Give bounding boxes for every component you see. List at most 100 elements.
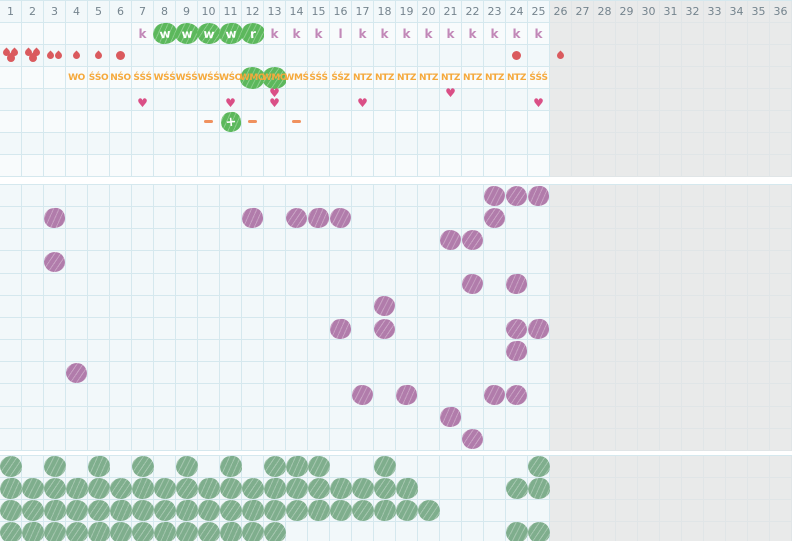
cell[interactable] (396, 317, 418, 341)
mucus-cell[interactable]: NTZ (418, 67, 440, 89)
cell[interactable] (110, 207, 132, 230)
cell[interactable] (374, 406, 396, 429)
spare-cell[interactable] (22, 155, 44, 177)
cell[interactable] (66, 428, 88, 451)
cell[interactable] (88, 251, 110, 274)
intercourse-cell[interactable] (484, 89, 506, 111)
cell[interactable] (308, 428, 330, 451)
cell[interactable] (220, 340, 242, 363)
cell[interactable] (308, 317, 330, 341)
cell[interactable] (220, 428, 242, 451)
cell[interactable] (66, 273, 88, 296)
intercourse-cell[interactable]: ♥ (528, 89, 550, 111)
mucus-cell[interactable]: WO (66, 67, 88, 89)
cell[interactable] (110, 229, 132, 252)
cell[interactable] (66, 340, 88, 363)
cell[interactable] (132, 251, 154, 274)
spare-cell[interactable] (396, 133, 418, 155)
cell[interactable] (242, 251, 264, 274)
cell[interactable] (528, 406, 550, 429)
cell[interactable] (504, 521, 529, 541)
cell[interactable] (352, 406, 374, 429)
cell[interactable] (44, 428, 66, 451)
note-cell[interactable] (528, 111, 550, 133)
cell[interactable] (241, 206, 264, 230)
cell[interactable] (196, 476, 221, 501)
fertility-cell[interactable] (506, 456, 528, 478)
temperature-cell[interactable] (176, 185, 198, 208)
mucus-cell[interactable]: ŚŚO (88, 67, 110, 89)
mucus-cell[interactable]: NTZ (352, 67, 374, 89)
cell[interactable] (152, 477, 177, 500)
day-number-cell[interactable]: 2 (22, 1, 44, 23)
cell[interactable] (528, 384, 550, 407)
cell[interactable] (43, 251, 66, 274)
fertility-cell[interactable] (174, 455, 199, 478)
cell[interactable] (0, 207, 22, 230)
cell[interactable] (461, 229, 484, 252)
intercourse-cell[interactable] (418, 89, 440, 111)
cell[interactable] (462, 522, 484, 541)
temperature-cell[interactable] (88, 185, 110, 208)
intercourse-cell[interactable] (374, 89, 396, 111)
bleeding-cell[interactable] (418, 45, 440, 67)
bleeding-cell[interactable] (198, 45, 220, 67)
day-number-cell[interactable]: 21 (440, 1, 462, 23)
intercourse-cell[interactable] (44, 89, 66, 111)
temperature-cell[interactable] (220, 185, 242, 208)
spare-cell[interactable] (154, 133, 176, 155)
cell[interactable] (220, 229, 242, 252)
cell[interactable] (132, 362, 154, 385)
cell[interactable] (220, 273, 242, 296)
cell[interactable] (22, 362, 44, 385)
intercourse-cell[interactable] (66, 89, 88, 111)
spare-cell[interactable] (396, 155, 418, 177)
cell[interactable] (330, 362, 352, 385)
spare-cell[interactable] (66, 155, 88, 177)
cell[interactable] (220, 251, 242, 274)
cell[interactable] (264, 229, 286, 252)
note-cell[interactable] (22, 111, 44, 133)
spare-cell[interactable] (0, 133, 22, 155)
cell[interactable] (176, 207, 198, 230)
bleeding-cell[interactable] (88, 45, 110, 67)
cell[interactable] (527, 317, 550, 341)
cell[interactable] (372, 498, 397, 523)
cell[interactable] (328, 476, 353, 501)
cell[interactable] (44, 340, 66, 363)
cell[interactable] (374, 251, 396, 274)
cell[interactable] (174, 477, 199, 500)
cell[interactable] (198, 229, 220, 252)
day-number-cell[interactable]: 3 (44, 1, 66, 23)
intercourse-cell[interactable] (506, 89, 528, 111)
cell[interactable] (88, 406, 110, 429)
phase-cell[interactable] (0, 23, 22, 45)
cell[interactable] (394, 499, 419, 522)
mucus-cell[interactable]: NTZ (440, 67, 462, 89)
spare-cell[interactable] (330, 133, 352, 155)
cell[interactable] (130, 521, 155, 541)
cell[interactable] (462, 207, 484, 230)
cell[interactable] (130, 499, 155, 522)
phase-cell[interactable]: k (286, 23, 308, 45)
cell[interactable] (242, 406, 264, 429)
bleeding-cell[interactable] (0, 45, 22, 67)
cell[interactable] (44, 229, 66, 252)
spare-cell[interactable] (506, 155, 528, 177)
cell[interactable] (64, 476, 89, 501)
cell[interactable] (20, 477, 45, 500)
cell[interactable] (374, 362, 396, 385)
cell[interactable] (396, 295, 418, 318)
day-number-cell[interactable]: 20 (418, 1, 440, 23)
cell[interactable] (110, 340, 132, 363)
cell[interactable] (198, 295, 220, 318)
cell[interactable] (154, 295, 176, 318)
mucus-cell[interactable]: NTZ (374, 67, 396, 89)
cell[interactable] (528, 500, 550, 522)
cell[interactable] (132, 207, 154, 230)
cell[interactable] (66, 317, 88, 341)
cell[interactable] (329, 317, 352, 341)
phase-cell[interactable] (88, 23, 110, 45)
cell[interactable] (44, 273, 66, 296)
cell[interactable] (110, 317, 132, 341)
